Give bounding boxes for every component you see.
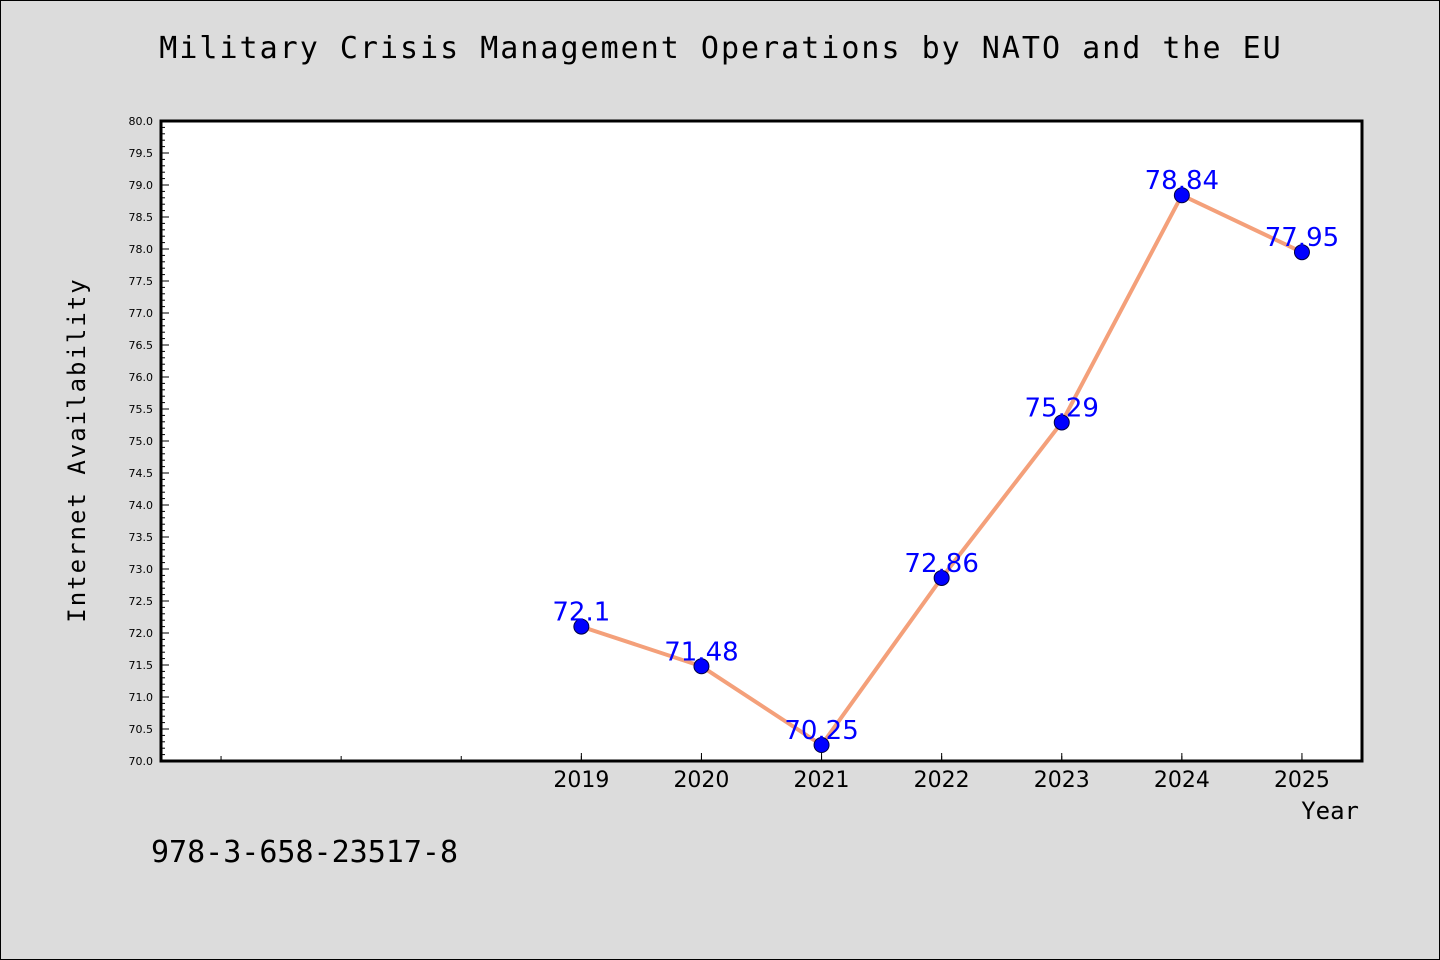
data-point — [573, 618, 590, 635]
y-tick-label: 80.0 — [129, 115, 154, 128]
y-tick-label: 70.5 — [129, 723, 154, 736]
y-tick-label: 73.0 — [129, 563, 154, 576]
data-label: 72.86 — [904, 549, 978, 579]
data-label: 75.29 — [1025, 393, 1099, 423]
y-tick-label: 71.5 — [129, 659, 154, 672]
data-point — [933, 569, 950, 586]
y-tick-label: 78.0 — [129, 243, 154, 256]
y-tick-label: 71.0 — [129, 691, 154, 704]
y-tick-label: 78.5 — [129, 211, 154, 224]
plot-frame — [159, 119, 1364, 763]
isbn-caption: 978-3-658-23517-8 — [151, 835, 459, 870]
y-tick-label: 76.0 — [129, 371, 154, 384]
plot-area — [161, 121, 1362, 761]
y-tick-label: 79.5 — [129, 147, 154, 160]
y-tick-label: 77.5 — [129, 275, 154, 288]
y-tick-label: 72.0 — [129, 627, 154, 640]
data-labels: 72.1 71.48 70.25 72.86 75.29 78.84 77.95 — [552, 166, 1339, 746]
data-label: 78.84 — [1145, 166, 1219, 196]
y-tick-label: 73.5 — [129, 531, 154, 544]
data-markers — [573, 187, 1310, 753]
data-point — [813, 737, 830, 753]
x-tick-label: 2023 — [1034, 768, 1090, 793]
data-point — [1053, 414, 1070, 431]
x-tick-label: 2024 — [1154, 768, 1210, 793]
data-label: 72.1 — [552, 598, 610, 628]
x-tick-label: 2019 — [553, 768, 609, 793]
data-label: 77.95 — [1265, 223, 1339, 253]
data-label: 71.48 — [664, 637, 738, 667]
y-tick-label: 75.5 — [129, 403, 154, 416]
y-tick-label: 74.0 — [129, 499, 154, 512]
data-point — [1293, 244, 1310, 261]
x-axis-ticks: 2019 2020 2021 2022 2023 2024 2025 — [220, 753, 1330, 793]
y-tick-label: 74.5 — [129, 467, 154, 480]
y-tick-label: 72.5 — [129, 595, 154, 608]
x-tick-label: 2022 — [914, 768, 970, 793]
y-axis-ticks: 70.0 70.5 71.0 71.5 72.0 72.5 73.0 73.5 74.0 74.5… — [129, 115, 169, 768]
y-tick-label: 79.0 — [129, 179, 154, 192]
chart-title: Military Crisis Management Operations by… — [159, 31, 1283, 66]
y-tick-label: 70.0 — [129, 755, 154, 768]
y-tick-label: 76.5 — [129, 339, 154, 352]
data-point — [693, 658, 710, 675]
x-axis-label: Year — [1301, 797, 1359, 825]
data-label: 70.25 — [784, 716, 858, 746]
x-tick-label: 2021 — [794, 768, 850, 793]
y-tick-label: 77.0 — [129, 307, 154, 320]
x-tick-label: 2025 — [1274, 768, 1330, 793]
data-point — [1173, 187, 1190, 204]
y-tick-label: 75.0 — [129, 435, 154, 448]
x-tick-label: 2020 — [673, 768, 729, 793]
